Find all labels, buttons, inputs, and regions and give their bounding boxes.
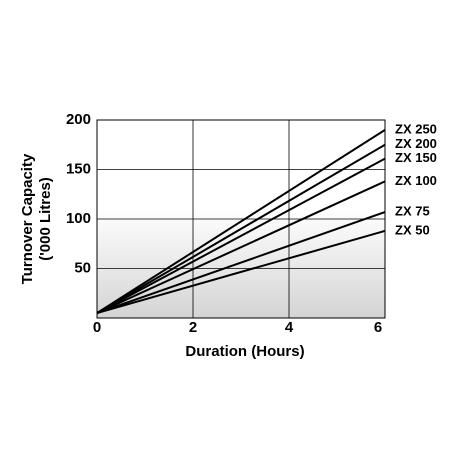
- y-tick-label: 150: [66, 160, 91, 177]
- series-line: [96, 129, 386, 314]
- x-tick-label: 2: [189, 319, 197, 336]
- series-line: [96, 157, 386, 314]
- legend-label: ZX 200: [395, 136, 437, 151]
- series-line: [96, 229, 386, 315]
- legend-label: ZX 50: [395, 222, 430, 237]
- y-axis-label: Turnover Capacity: [19, 153, 36, 284]
- series-line: [96, 143, 386, 314]
- y-tick-label: 200: [66, 111, 91, 128]
- legend-label: ZX 100: [395, 173, 437, 188]
- series-line: [96, 211, 386, 314]
- series-line: [96, 180, 386, 314]
- legend-label: ZX 75: [395, 204, 430, 219]
- y-tick-label: 100: [66, 210, 91, 227]
- x-axis-label: Duration (Hours): [185, 343, 304, 360]
- x-tick-label: 4: [285, 319, 294, 336]
- legend-label: ZX 250: [395, 121, 437, 136]
- x-tick-label: 0: [93, 319, 101, 336]
- x-tick-label: 6: [374, 319, 382, 336]
- y-tick-label: 50: [74, 259, 91, 276]
- legend-label: ZX 150: [395, 150, 437, 165]
- y-axis-label: ('000 Litres): [37, 177, 54, 261]
- plot-frame: [96, 119, 386, 319]
